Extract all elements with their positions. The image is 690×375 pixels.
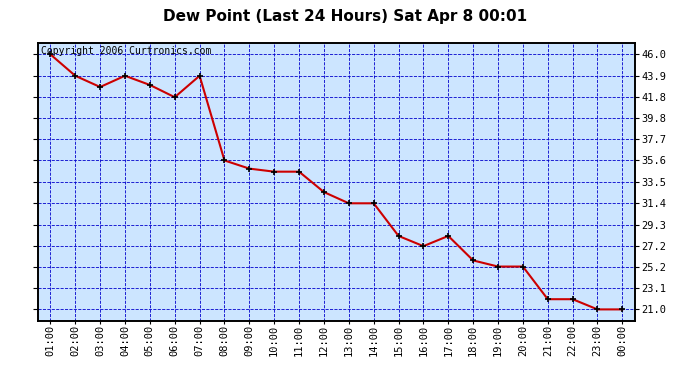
Text: Dew Point (Last 24 Hours) Sat Apr 8 00:01: Dew Point (Last 24 Hours) Sat Apr 8 00:0… bbox=[163, 9, 527, 24]
Text: Copyright 2006 Curtronics.com: Copyright 2006 Curtronics.com bbox=[41, 46, 211, 56]
